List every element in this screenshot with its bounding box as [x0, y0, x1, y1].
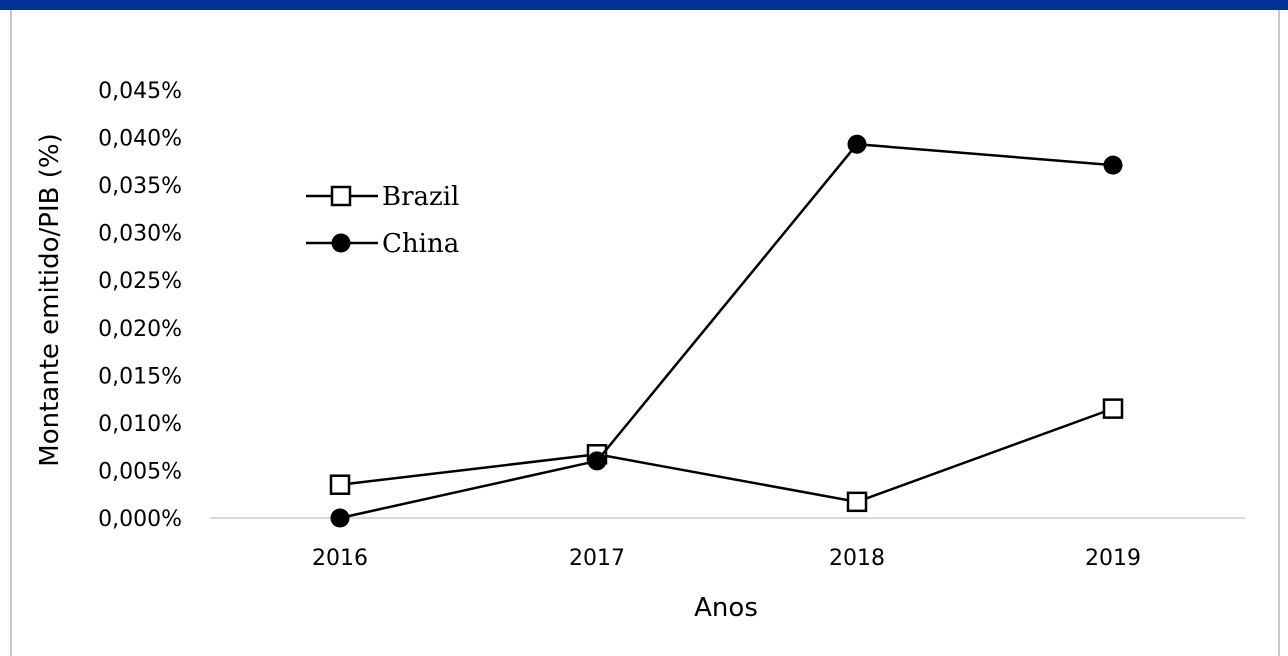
y-tick-label: 0,000%: [98, 507, 182, 532]
y-tick-label: 0,040%: [98, 127, 182, 152]
legend-label-brazil: Brazil: [382, 182, 459, 212]
legend: Brazil China: [306, 182, 459, 259]
y-tick-label: 0,045%: [98, 79, 182, 104]
x-tick-label: 2019: [1085, 546, 1141, 571]
data-point-china: [847, 134, 867, 154]
legend-item-china: China: [306, 229, 459, 259]
series-group: [329, 134, 1124, 528]
y-tick-label: 0,020%: [98, 317, 182, 342]
legend-marker-china: [331, 233, 351, 253]
top-bar: [0, 0, 1288, 10]
data-point-china: [330, 508, 350, 528]
data-point-brazil: [329, 474, 351, 495]
y-tick-label: 0,015%: [98, 364, 182, 389]
x-tick-label: 2017: [569, 546, 625, 571]
y-tick-label: 0,030%: [98, 222, 182, 247]
x-tick-label: 2016: [312, 546, 368, 571]
y-axis-title: Montante emitido/PIB (%): [35, 133, 65, 466]
data-point-brazil: [846, 491, 868, 513]
x-tick-labels: 2016 2017 2018 2019: [312, 546, 1141, 571]
series-line-brazil: [339, 407, 1114, 504]
chart-frame: [10, 10, 1280, 656]
legend-marker-brazil: [330, 185, 352, 207]
y-tick-label: 0,010%: [98, 412, 182, 437]
data-point-china: [1103, 155, 1123, 175]
series-line-china: [339, 142, 1114, 520]
legend-label-china: China: [382, 229, 459, 259]
data-point-brazil: [1102, 398, 1124, 419]
y-tick-label: 0,025%: [98, 269, 182, 294]
y-tick-label: 0,035%: [98, 174, 182, 199]
x-tick-label: 2018: [829, 546, 885, 571]
x-axis-title: Anos: [694, 593, 758, 623]
data-point-china: [587, 451, 607, 471]
y-tick-labels: 0,000% 0,005% 0,010% 0,015% 0,020% 0,025% 0,03…: [98, 79, 182, 532]
legend-item-brazil: Brazil: [306, 182, 459, 212]
y-tick-label: 0,005%: [98, 459, 182, 484]
